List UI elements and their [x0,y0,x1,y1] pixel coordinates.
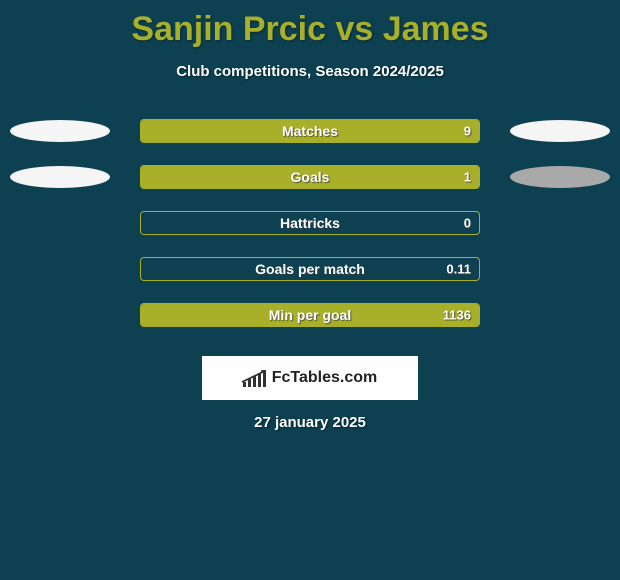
stat-label: Goals per match [255,261,365,277]
stat-value: 1136 [443,308,471,323]
stat-value: 1 [464,170,471,185]
stat-label: Matches [282,123,338,139]
stat-value: 0.11 [446,262,471,277]
stat-value: 9 [464,124,471,139]
stat-row: Min per goal 1136 [0,292,620,338]
stat-bar: Min per goal 1136 [140,303,480,327]
stat-row: Hattricks 0 [0,200,620,246]
stat-label: Min per goal [269,307,351,323]
subtitle: Club competitions, Season 2024/2025 [0,63,620,80]
left-ellipse [10,120,110,142]
stat-value: 0 [464,216,471,231]
stat-row: Goals 1 [0,154,620,200]
stat-row: Goals per match 0.11 [0,246,620,292]
right-ellipse [510,166,610,188]
stat-bar: Goals per match 0.11 [140,257,480,281]
stat-bar: Goals 1 [140,165,480,189]
stat-bar: Matches 9 [140,119,480,143]
date-text: 27 january 2025 [0,414,620,431]
page-title: Sanjin Prcic vs James [0,0,620,49]
stat-bar: Hattricks 0 [140,211,480,235]
stat-row: Matches 9 [0,108,620,154]
logo-text: FcTables.com [272,369,378,387]
stat-label: Hattricks [280,215,340,231]
logo-box: FcTables.com [202,356,418,400]
chart-icon [243,369,266,387]
right-ellipse [510,120,610,142]
stat-label: Goals [291,169,330,185]
stat-rows: Matches 9 Goals 1 Hattricks 0 Goals per match 0… [0,108,620,338]
left-ellipse [10,166,110,188]
